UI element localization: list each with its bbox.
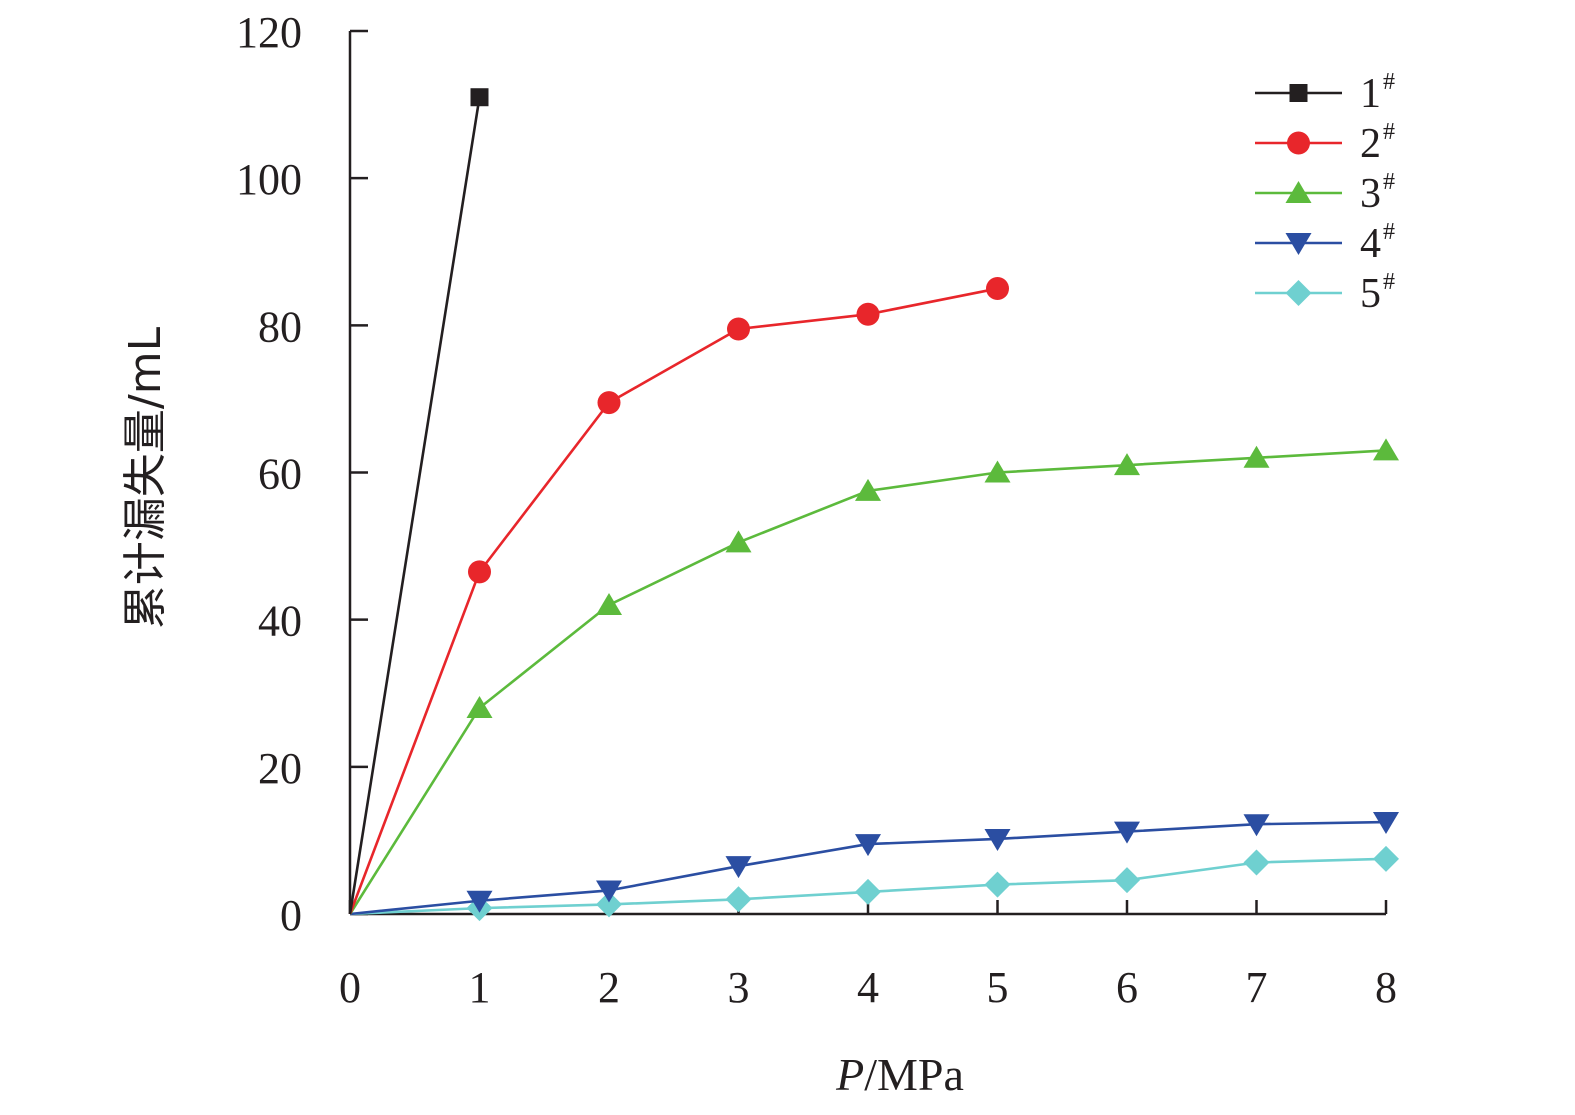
x-tick-label: 4 xyxy=(857,963,879,1012)
data-point xyxy=(855,834,881,857)
data-point xyxy=(1114,453,1140,476)
data-point xyxy=(470,88,489,107)
x-tick-label: 5 xyxy=(987,963,1009,1012)
data-point xyxy=(856,302,880,326)
x-tick-label: 1 xyxy=(469,963,491,1012)
x-axis-title: P/MPa xyxy=(835,1049,964,1100)
data-point xyxy=(855,878,881,905)
y-tick-label: 100 xyxy=(236,155,302,204)
series-line xyxy=(348,97,481,915)
x-tick-label: 3 xyxy=(728,963,750,1012)
y-tick-label: 80 xyxy=(258,302,302,351)
y-axis-ticks: 0 20 40 60 80 100 120 xyxy=(236,8,368,940)
data-point xyxy=(1373,845,1399,872)
series-layer xyxy=(348,88,1399,922)
legend-item-1: 1# xyxy=(1255,69,1395,117)
legend-label: 4# xyxy=(1360,219,1395,267)
data-point xyxy=(725,886,752,913)
data-point xyxy=(1114,821,1140,844)
data-point xyxy=(468,560,491,584)
x-axis-ticks: 0 1 2 3 4 5 6 7 8 xyxy=(339,900,1397,1012)
legend-label: 1# xyxy=(1360,69,1395,117)
series-5 xyxy=(349,845,1399,922)
data-point xyxy=(725,530,752,553)
y-tick-label: 120 xyxy=(236,8,302,57)
data-point xyxy=(725,856,752,879)
legend-item-2: 2# xyxy=(1255,119,1395,167)
data-point xyxy=(597,391,621,415)
legend-marker xyxy=(1287,131,1310,155)
legend-label: 3# xyxy=(1360,169,1395,217)
data-point xyxy=(984,828,1011,851)
y-axis-title: 累计漏失量/mL xyxy=(120,326,171,629)
data-point xyxy=(596,891,622,918)
legend-marker xyxy=(1285,280,1312,306)
series-4 xyxy=(349,812,1399,916)
x-tick-label: 6 xyxy=(1116,963,1138,1012)
data-point xyxy=(986,277,1009,301)
data-point xyxy=(596,592,622,615)
data-point xyxy=(984,460,1011,483)
y-tick-label: 40 xyxy=(258,597,302,646)
legend-item-3: 3# xyxy=(1255,169,1395,217)
x-axis-title-unit: /MPa xyxy=(864,1049,964,1100)
x-tick-label: 8 xyxy=(1375,963,1397,1012)
y-tick-label: 60 xyxy=(258,450,302,499)
data-point xyxy=(1373,438,1399,461)
series-1 xyxy=(348,88,489,915)
data-point xyxy=(1243,814,1270,837)
data-point xyxy=(1243,445,1270,468)
data-point xyxy=(984,871,1011,898)
data-point xyxy=(466,890,493,913)
data-point xyxy=(1114,867,1140,894)
series-2 xyxy=(348,277,1009,915)
legend-item-5: 5# xyxy=(1255,269,1395,317)
y-tick-label: 0 xyxy=(280,891,302,940)
legend-marker xyxy=(1285,181,1312,203)
x-tick-label: 0 xyxy=(339,963,361,1012)
data-point xyxy=(1243,849,1270,876)
series-3 xyxy=(348,438,1399,915)
legend-marker xyxy=(1289,84,1308,102)
y-tick-label: 20 xyxy=(258,744,302,793)
legend-marker xyxy=(1285,233,1312,255)
legend-label: 5# xyxy=(1360,269,1395,317)
data-point xyxy=(1373,812,1399,835)
x-tick-label: 7 xyxy=(1246,963,1268,1012)
x-tick-label: 2 xyxy=(598,963,620,1012)
legend-label: 2# xyxy=(1360,119,1395,167)
data-point xyxy=(466,695,493,718)
data-point xyxy=(596,880,622,903)
axes xyxy=(348,31,1386,916)
series-line xyxy=(348,287,998,915)
x-axis-title-variable: P xyxy=(835,1049,864,1100)
data-point xyxy=(727,317,750,341)
legend-item-4: 4# xyxy=(1255,219,1395,267)
data-point xyxy=(855,478,881,501)
legend: 1#2#3#4#5# xyxy=(1255,69,1395,317)
